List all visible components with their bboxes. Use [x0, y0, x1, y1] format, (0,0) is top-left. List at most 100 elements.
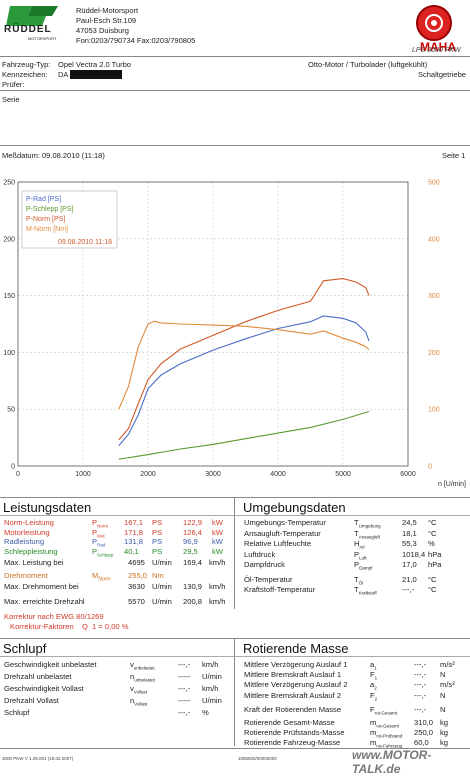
- rotierend-row-value: 310,0: [414, 718, 434, 727]
- leistung-row-symbol: PMot: [92, 527, 105, 539]
- schlupf-row-value: ---,-: [178, 708, 191, 717]
- correction-note: Korrektur nach EWG 80/1269: [4, 612, 104, 621]
- y-left-tick-label: 50: [7, 407, 15, 414]
- rotierend-row-symbol: mrot-Gesamt: [370, 718, 399, 729]
- max-power-speed: 169,4: [183, 558, 203, 567]
- umgebung-row-value: 17,0: [402, 560, 417, 569]
- logo-subtext: MOTORSPORT: [28, 36, 57, 41]
- rotierend-row-label: Kraft der Rotierenden Masse: [244, 704, 342, 714]
- rotierend-row-unit: kg: [440, 718, 449, 727]
- max-rpm-speed: 200,8: [183, 597, 203, 606]
- x-tick-label: 4000: [270, 471, 286, 478]
- maha-brand: MAHA: [420, 40, 456, 54]
- y-left-tick-label: 150: [3, 293, 15, 300]
- rotierend-row-unit: N: [440, 670, 446, 680]
- leistung-row-value-ps: 171,8: [124, 527, 144, 537]
- schlupf-row-unit: %: [202, 708, 209, 717]
- leistung-row-value-kw: 122,9: [183, 518, 203, 527]
- leistung-row-label: Motorleistung: [4, 527, 50, 537]
- umgebung-row-label: Luftdruck: [244, 549, 276, 559]
- rotierend-row-label: Mittlere Bremskraft Auslauf 1: [244, 670, 342, 680]
- engine-type: Otto-Motor / Turbolader (luftgekühlt): [308, 60, 428, 69]
- company-city: 47053 Duisburg: [76, 26, 129, 35]
- rotierend-row-value: 250,0: [414, 728, 434, 738]
- max-power-rpm: 4695: [128, 558, 145, 567]
- power-torque-chart: 0 1000 2000 3000 4000 5000 6000050100150200250…: [3, 180, 466, 489]
- footer-code: 1055500/00000000: [238, 756, 277, 761]
- schlupf-row-symbol: vunbelastet: [130, 660, 155, 671]
- schlupf-row-unit: km/h: [202, 684, 219, 693]
- umgebung-row-label: Öl-Temperatur: [244, 574, 293, 584]
- umgebung-row-unit: °C: [428, 518, 437, 527]
- umgebung-row-symbol: TUmgebung: [354, 518, 381, 529]
- rotierend-row-symbol: mrot-Prüfstand: [370, 728, 403, 739]
- logo-text: RÜDDEL: [4, 24, 52, 35]
- rotierend-row-label: Rotierende Prüfstands-Masse: [244, 728, 345, 738]
- umgebung-row-unit: hPa: [428, 549, 442, 559]
- rotierend-row-value: ---,-: [414, 704, 427, 714]
- rotierend-row-symbol: a2: [370, 680, 377, 691]
- correction-factor-label: Korrektur-Faktoren: [10, 622, 74, 631]
- y-right-tick-label: 0: [428, 464, 432, 471]
- x-tick-label: 5000: [335, 471, 351, 478]
- schlupf-row-label: Schlupf: [4, 708, 30, 717]
- x-axis-label: n [U/min]: [438, 481, 466, 488]
- umgebung-row-symbol: TAnsaugluft: [354, 528, 380, 540]
- y-right-tick-label: 400: [428, 236, 440, 243]
- max-power-speed-unit: km/h: [209, 558, 226, 567]
- rotierend-row-unit: kg: [440, 728, 449, 738]
- max-rpm-label: Max. erreichte Drehzahl: [4, 597, 85, 606]
- umgebung-row-label: Umgebungs-Temperatur: [244, 518, 326, 527]
- max-torque-speed-unit: km/h: [209, 582, 226, 591]
- max-power-label: Max. Leistung bei: [4, 558, 64, 567]
- leistung-title: Leistungsdaten: [3, 500, 92, 515]
- max-torque-rpm-unit: U/min: [152, 582, 172, 591]
- max-torque-rpm: 3630: [128, 582, 145, 591]
- leistung-row-unit-ps: PS: [152, 546, 163, 556]
- rotierend-row-unit: N: [440, 690, 446, 700]
- rotierend-row-value: ---,-: [414, 670, 427, 680]
- leistung-row-unit-kw: kW: [212, 518, 223, 527]
- schlupf-row-label: Geschwindigkeit Vollast: [4, 684, 84, 693]
- umgebung-row-label: Relative Luftfeuchte: [244, 539, 312, 548]
- schlupf-row-value: -----: [178, 672, 191, 681]
- ruddel-logo: RÜDDEL MOTORSPORT: [2, 2, 64, 42]
- umgebung-row-label: Kraftstoff-Temperatur: [244, 585, 316, 594]
- umgebung-row-label: Dampfdruck: [244, 560, 285, 569]
- umgebung-row-unit: °C: [428, 585, 437, 594]
- rotierend-row-unit: m/s²: [440, 660, 455, 669]
- rotierend-row-symbol: Frot-Gesamt: [370, 704, 398, 716]
- leistung-row-unit-kw: kW: [212, 537, 223, 546]
- leistung-row-value-kw: 126,4: [183, 527, 203, 537]
- leistung-row-label: Schleppleistung: [4, 546, 58, 556]
- rotierend-row-symbol: F2: [370, 690, 378, 702]
- company-name: Rüddel-Motorsport: [76, 6, 139, 15]
- schlupf-row-label: Drehzahl Vollast: [4, 696, 59, 705]
- company-street: Paul-Esch Str.109: [76, 16, 137, 25]
- rotierend-row-unit: m/s²: [440, 680, 455, 690]
- legend-entry: M-Norm [Nm]: [26, 226, 68, 233]
- legend-entry: P-Schlepp [PS]: [26, 206, 74, 213]
- rotierend-row-unit: N: [440, 704, 446, 714]
- plate-redaction: [70, 70, 122, 79]
- torque-unit: Nm: [152, 571, 164, 580]
- umgebung-row-unit: °C: [428, 574, 437, 584]
- leistung-row-value-kw: 96,9: [183, 537, 198, 546]
- torque-symbol: MNorm: [92, 571, 111, 583]
- schlupf-row-value: ---,-: [178, 660, 191, 669]
- umgebung-row-value: 1018,4: [402, 549, 426, 559]
- umgebung-row-symbol: PDampf: [354, 560, 373, 571]
- torque-label: Drehmoment: [4, 571, 48, 580]
- plot-frame: [17, 181, 409, 467]
- page-number: Seite 1: [442, 151, 466, 160]
- y-left-tick-label: 0: [11, 464, 15, 471]
- rotierend-row-label: Mittlere Verzögerung Auslauf 2: [244, 680, 348, 690]
- umgebung-row-value: ---,-: [402, 585, 415, 594]
- max-rpm-speed-unit: km/h: [209, 597, 226, 606]
- legend-box: [21, 190, 118, 249]
- leistung-row-value-kw: 29,5: [183, 546, 198, 556]
- max-torque-label: Max. Drehmoment bei: [4, 582, 79, 591]
- leistung-row-unit-kw: kW: [212, 546, 223, 556]
- umgebung-row-unit: %: [428, 539, 435, 548]
- company-phone-fax: Fon:0203/790734 Fax:0203/790805: [76, 36, 196, 45]
